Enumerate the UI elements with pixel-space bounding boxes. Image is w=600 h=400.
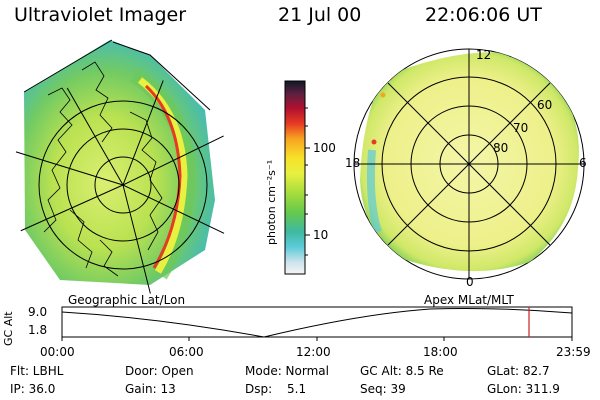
lat-label-60: 60 [537,98,553,112]
timeline-ylabel: GC Alt [2,311,15,346]
time-label: 22:06:06 UT [425,4,542,26]
lat-label-70: 70 [513,121,529,135]
timeline-xtick-1200: 12:00 [296,345,331,359]
timeline-ytick-max: 9.0 [28,305,48,319]
status-door: Door: Open [125,364,194,378]
status-gc-alt: GC Alt: 8.5 Re [360,364,444,378]
mlt-label-6: 6 [579,156,587,170]
imagery-panel [11,39,585,297]
timeline-xtick-1800: 18:00 [423,345,458,359]
mlt-label-18: 18 [345,156,361,170]
status-glat: GLat: 82.7 [487,364,550,378]
right-panel-caption: Apex MLat/MLT [424,293,514,307]
status-seq: Seq: 39 [360,382,406,396]
timeline-xtick-0000: 00:00 [40,345,75,359]
mlt-label-12: 12 [476,48,492,62]
altitude-timeline [61,306,573,341]
mlat-mlt-image [353,48,585,280]
status-dsp-value: 5.1 [287,382,307,396]
date-label: 21 Jul 00 [278,4,362,26]
geographic-image [11,39,235,297]
left-panel-caption: Geographic Lat/Lon [68,293,186,307]
status-dsp-label: Dsp: [245,382,273,396]
colorbar-tick-10: 10 [313,228,329,242]
colorbar-tick-100: 100 [313,141,336,155]
lat-label-80: 80 [493,141,509,155]
instrument-title: Ultraviolet Imager [14,4,187,26]
status-glon: GLon: 311.9 [487,382,560,396]
timeline-xtick-0600: 06:00 [169,345,204,359]
status-filter: Flt: LBHL [10,364,64,378]
timeline-ytick-min: 1.8 [28,323,48,337]
colorbar [284,80,310,275]
status-gain: Gain: 13 [125,382,176,396]
timeline-xtick-2359: 23:59 [556,345,591,359]
status-ip: IP: 36.0 [10,382,56,396]
mlt-label-0: 0 [466,275,474,289]
colorbar-unit-label: photon cm⁻²s⁻¹ [265,159,278,245]
status-mode: Mode: Normal [245,364,329,378]
